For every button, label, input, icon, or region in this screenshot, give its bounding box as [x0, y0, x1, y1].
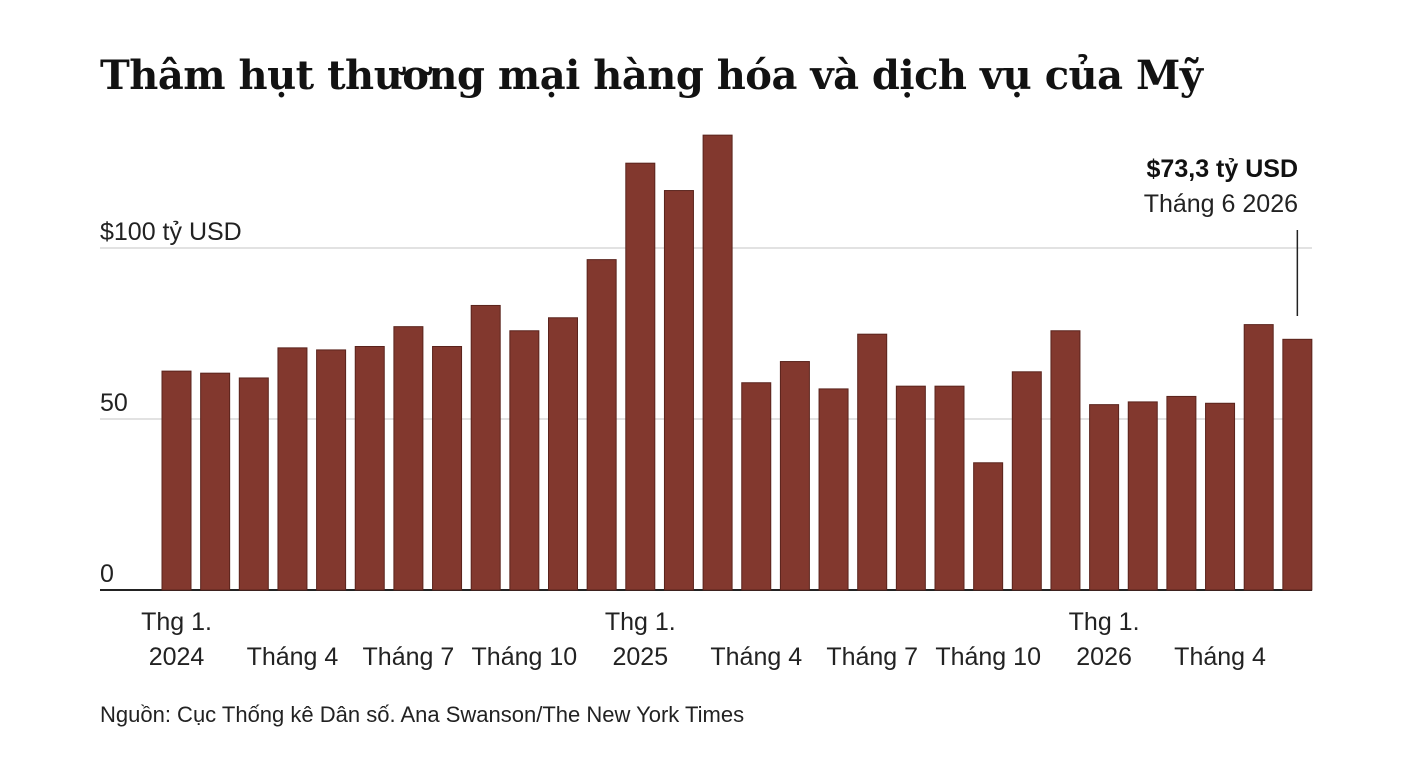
chart-title: Thâm hụt thương mại hàng hóa và dịch vụ … — [100, 52, 1203, 99]
x-tick-label: Tháng 4 — [710, 643, 802, 671]
bar — [548, 317, 578, 591]
x-tick-label: 2024 — [149, 643, 205, 671]
x-axis-ticks: Thg 1. 2024 Tháng 4 Tháng 7 Tháng 10 Thg 1. 20… — [141, 608, 1266, 671]
x-tick-label: Tháng 4 — [247, 643, 339, 671]
bar — [200, 372, 231, 591]
bar — [818, 388, 849, 591]
bar — [161, 370, 192, 591]
bar — [1166, 395, 1197, 591]
bar — [277, 347, 308, 591]
x-tick-label: Thg 1. — [141, 608, 212, 636]
bar — [509, 330, 540, 591]
x-tick-label: 2026 — [1076, 643, 1132, 671]
bar — [1205, 402, 1236, 591]
x-tick-label: Thg 1. — [1069, 608, 1140, 636]
bar — [1127, 401, 1158, 591]
bar — [354, 345, 385, 591]
bar — [393, 326, 424, 591]
bars — [161, 134, 1313, 591]
x-tick-label: Thg 1. — [605, 608, 676, 636]
bar — [895, 385, 926, 591]
x-tick-label: Tháng 4 — [1174, 643, 1266, 671]
annotation-value: $73,3 tỷ USD — [1147, 155, 1298, 183]
bar — [1243, 324, 1274, 591]
source-note: Nguồn: Cục Thống kê Dân số. Ana Swanson/… — [100, 702, 745, 727]
bar — [973, 462, 1004, 591]
x-tick-label: Tháng 10 — [472, 643, 578, 671]
bar — [432, 345, 463, 591]
bar — [663, 190, 694, 591]
y-axis-ticks: $100 tỷ USD 50 0 — [100, 218, 242, 588]
annotation: $73,3 tỷ USD Tháng 6 2026 — [1144, 155, 1299, 316]
y-tick-label: 50 — [100, 389, 128, 417]
bar — [625, 162, 656, 591]
bar — [238, 377, 269, 591]
bar — [586, 259, 617, 591]
bar — [702, 134, 733, 591]
bar — [779, 361, 810, 591]
bar — [1050, 330, 1081, 591]
bar — [1011, 371, 1042, 591]
bar — [316, 349, 347, 591]
y-tick-label: $100 tỷ USD — [100, 218, 242, 246]
x-tick-label: 2025 — [612, 643, 668, 671]
y-tick-label: 0 — [100, 560, 114, 588]
bar — [934, 385, 965, 591]
x-tick-label: Tháng 7 — [363, 643, 455, 671]
x-tick-label: Tháng 10 — [935, 643, 1041, 671]
bar — [1282, 338, 1313, 591]
bar — [857, 333, 888, 591]
bar — [470, 304, 501, 591]
x-tick-label: Tháng 7 — [826, 643, 918, 671]
bar — [741, 382, 772, 591]
annotation-date: Tháng 6 2026 — [1144, 190, 1298, 218]
bar — [1089, 404, 1120, 591]
